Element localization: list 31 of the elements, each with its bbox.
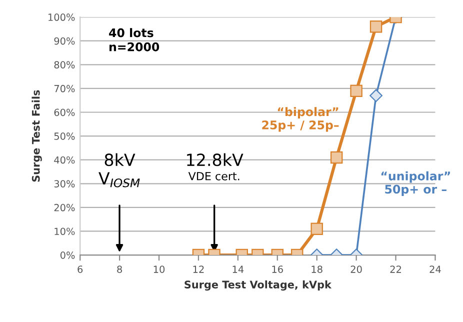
y-tick-label: 30%	[54, 180, 75, 188]
x-tick-label: 8	[117, 266, 122, 273]
x-tick-label: 12	[193, 266, 204, 273]
x-tick-label: 18	[312, 266, 322, 273]
x-tick-label: 24	[430, 266, 441, 273]
y-tick-label: 20%	[54, 204, 75, 212]
x-tick-label: 16	[272, 266, 283, 273]
point	[370, 89, 382, 102]
y-tick-label: 60%	[54, 108, 75, 116]
annotation: 40 lots n=2000	[109, 28, 160, 52]
x-tick-label: 10	[154, 266, 165, 273]
x-tick-label: 14	[232, 266, 244, 273]
y-tick-label: 80%	[54, 61, 75, 68]
series-label: “bipolar” 25p+ / 25p–	[262, 107, 339, 132]
y-tick-label: 90%	[54, 37, 75, 45]
point	[350, 84, 362, 97]
x-tick-label: 6	[78, 266, 83, 273]
annotation: 12.8kV VDE cert.	[187, 153, 244, 180]
y-tick-label: 50%	[54, 132, 75, 140]
x-axis-title: Surge Test Voltage, kVpk	[184, 280, 332, 291]
x-tick-label: 20	[350, 266, 362, 273]
y-tick-label: 0%	[60, 252, 75, 259]
y-tick-label: 70%	[54, 84, 75, 92]
point	[330, 151, 343, 164]
y-tick-label: 40%	[54, 156, 75, 164]
y-tick-label: 100%	[48, 14, 75, 21]
y-tick-label: 10%	[54, 228, 75, 236]
y-axis-title: Surge Test Fails	[32, 90, 42, 182]
series-label: “unipolar” 50p+ or –	[381, 171, 450, 196]
x-tick-label: 22	[390, 266, 401, 273]
annotation: 8kV V$_{IOSM}$	[98, 153, 140, 188]
